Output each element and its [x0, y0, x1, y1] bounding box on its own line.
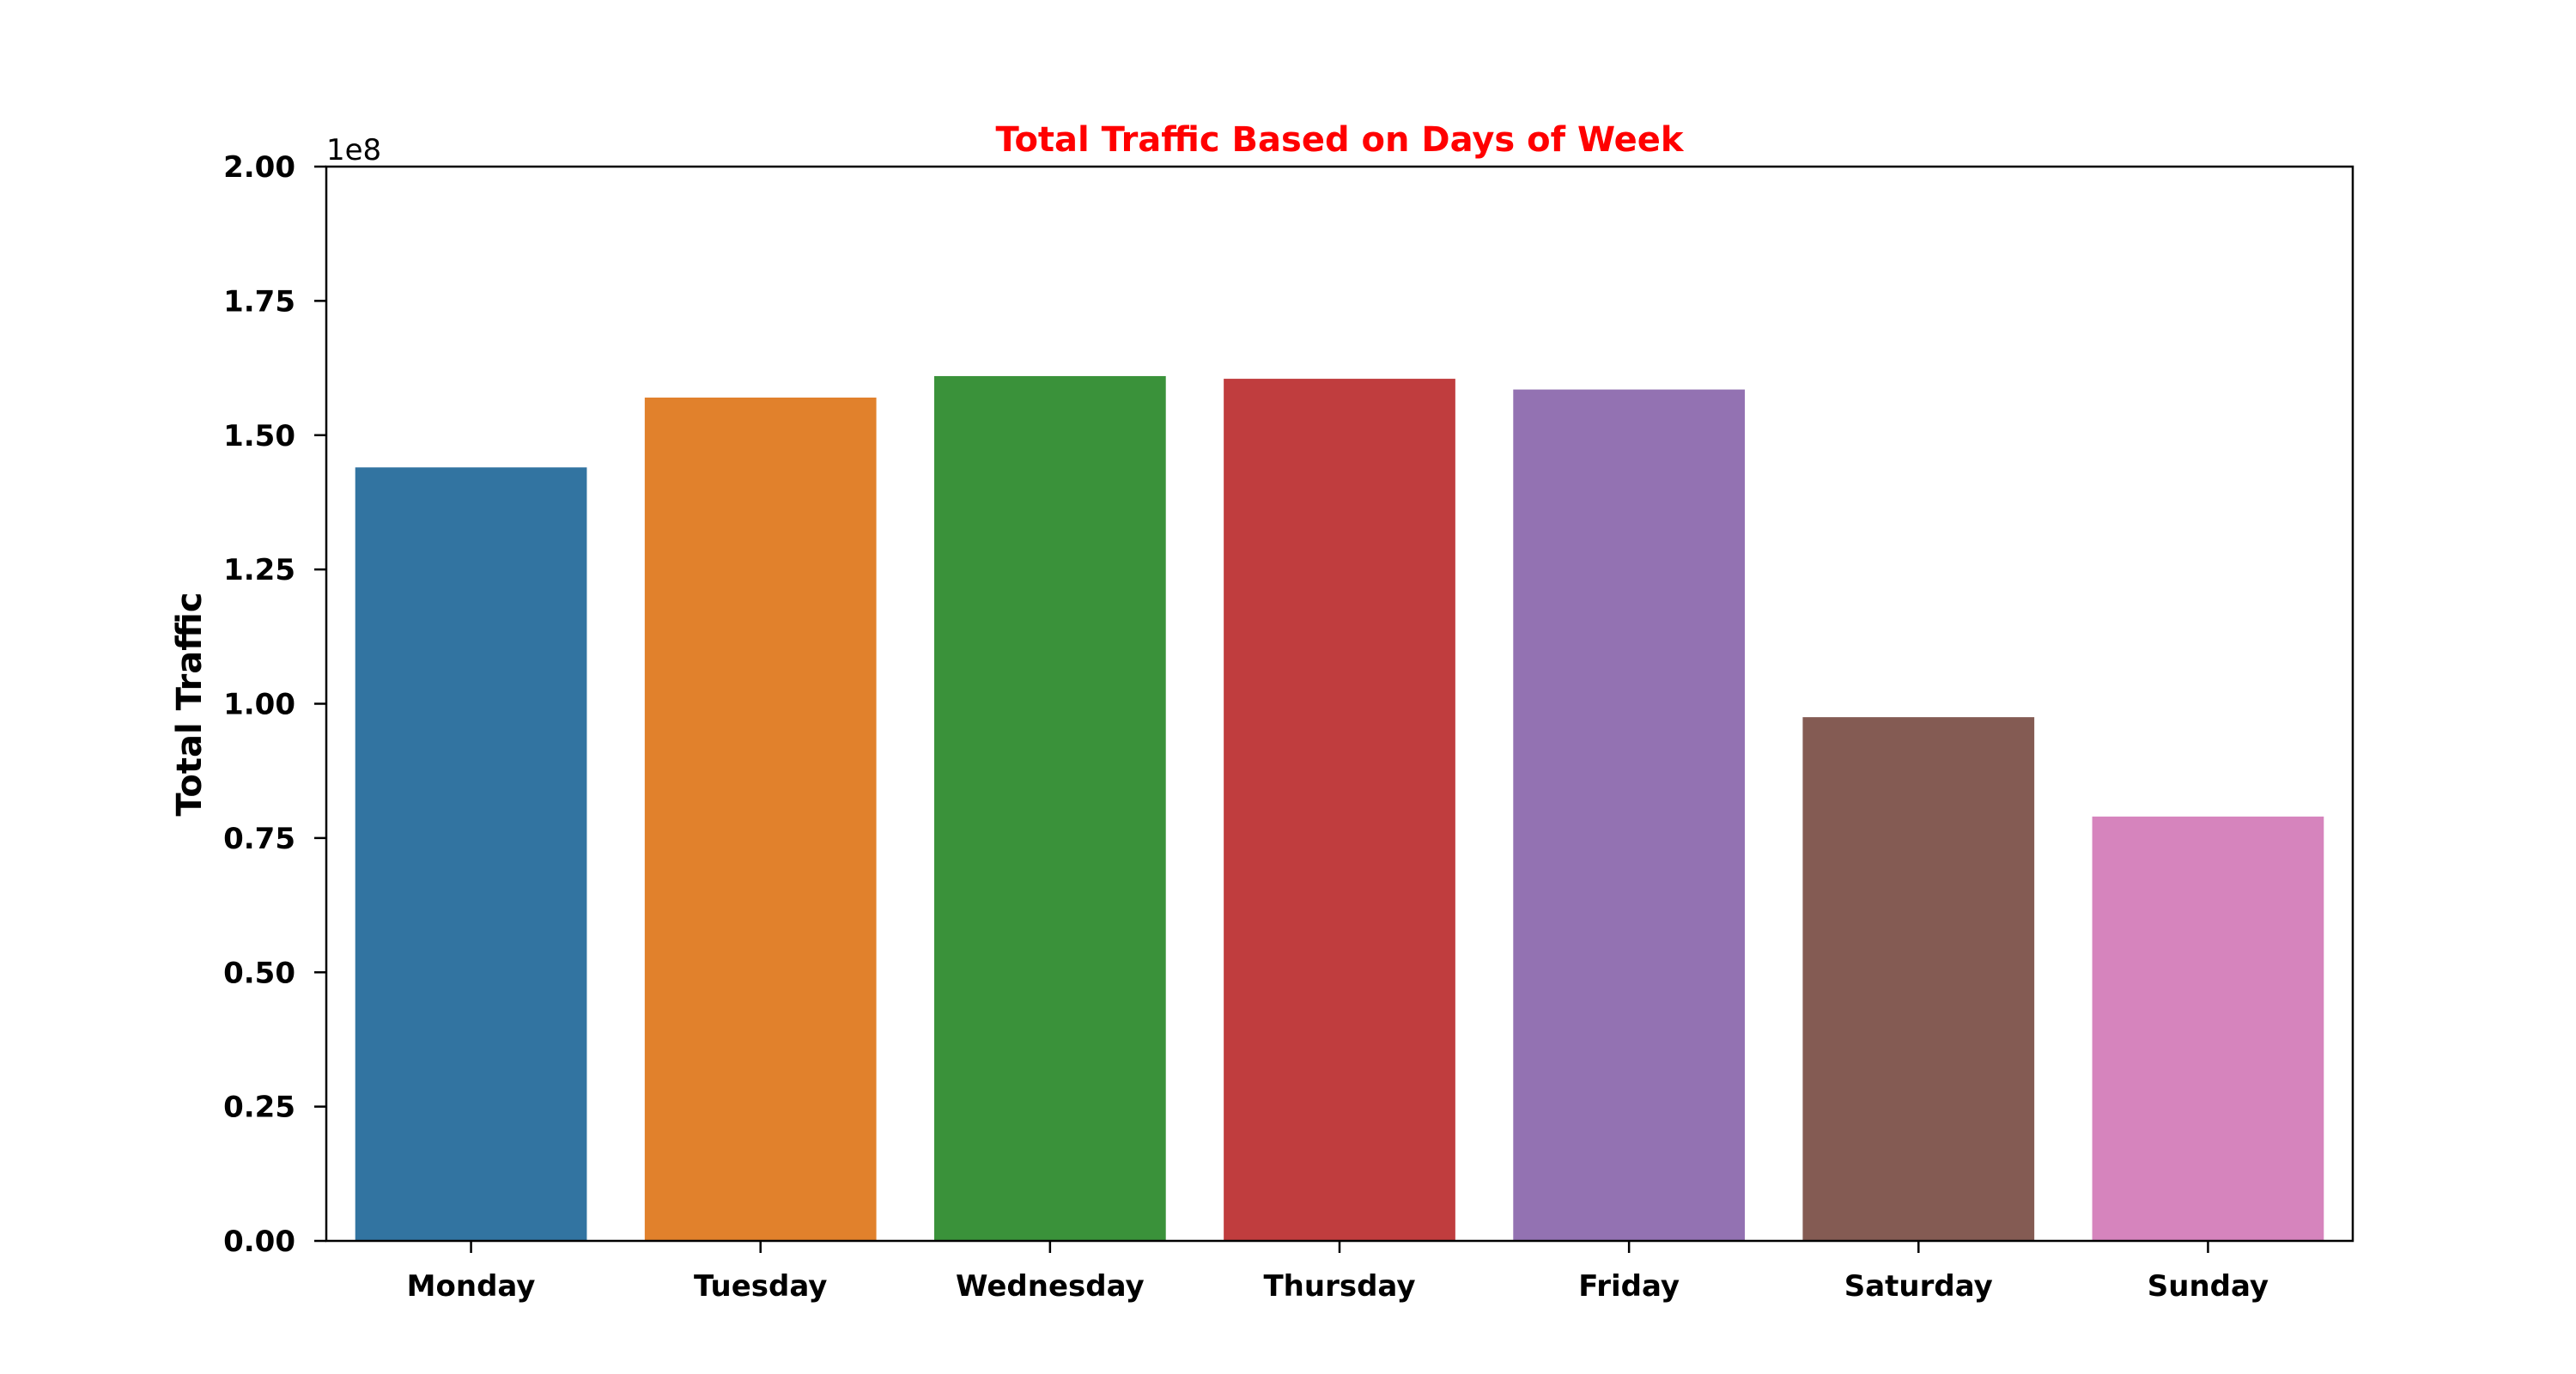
y-tick-label: 1.75: [223, 284, 295, 319]
x-axis-ticks: Monday Tuesday Wednesday Thursday Friday Satu…: [407, 1241, 2269, 1304]
bar-friday: [1513, 389, 1745, 1241]
bars-group: [355, 375, 2324, 1242]
y-axis-offset-label: 1e8: [326, 133, 381, 167]
bar-saturday: [1802, 717, 2035, 1241]
chart-title: Total Traffic Based on Days of Week: [995, 120, 1684, 160]
x-tick-label-wednesday: Wednesday: [956, 1269, 1145, 1304]
y-axis-title: Total Traffic: [170, 592, 210, 816]
y-tick-label: 0.75: [223, 822, 295, 856]
bar-monday: [355, 467, 587, 1241]
x-tick-label-tuesday: Tuesday: [694, 1269, 827, 1304]
x-tick-label-saturday: Saturday: [1844, 1269, 1993, 1304]
y-axis-ticks: 0.00 0.25 0.50 0.75 1.00 1.25 1.50 1.75 2.00: [223, 150, 326, 1259]
y-tick-label: 0.00: [223, 1225, 295, 1259]
y-tick-label: 1.25: [223, 553, 295, 587]
bar-thursday: [1224, 379, 1455, 1241]
y-tick-label: 1.00: [223, 688, 295, 722]
y-tick-label: 0.50: [223, 956, 295, 990]
x-tick-label-monday: Monday: [407, 1269, 536, 1304]
x-tick-label-sunday: Sunday: [2148, 1269, 2269, 1304]
y-tick-label: 1.50: [223, 419, 295, 453]
bar-wednesday: [934, 375, 1166, 1241]
plot-area-frame: [325, 165, 2354, 1243]
bar-sunday: [2092, 816, 2324, 1241]
x-tick-label-friday: Friday: [1578, 1269, 1680, 1304]
y-tick-label: 0.25: [223, 1091, 295, 1125]
x-tick-label-thursday: Thursday: [1263, 1269, 1415, 1304]
bar-tuesday: [644, 397, 877, 1242]
y-tick-label: 2.00: [223, 150, 295, 185]
